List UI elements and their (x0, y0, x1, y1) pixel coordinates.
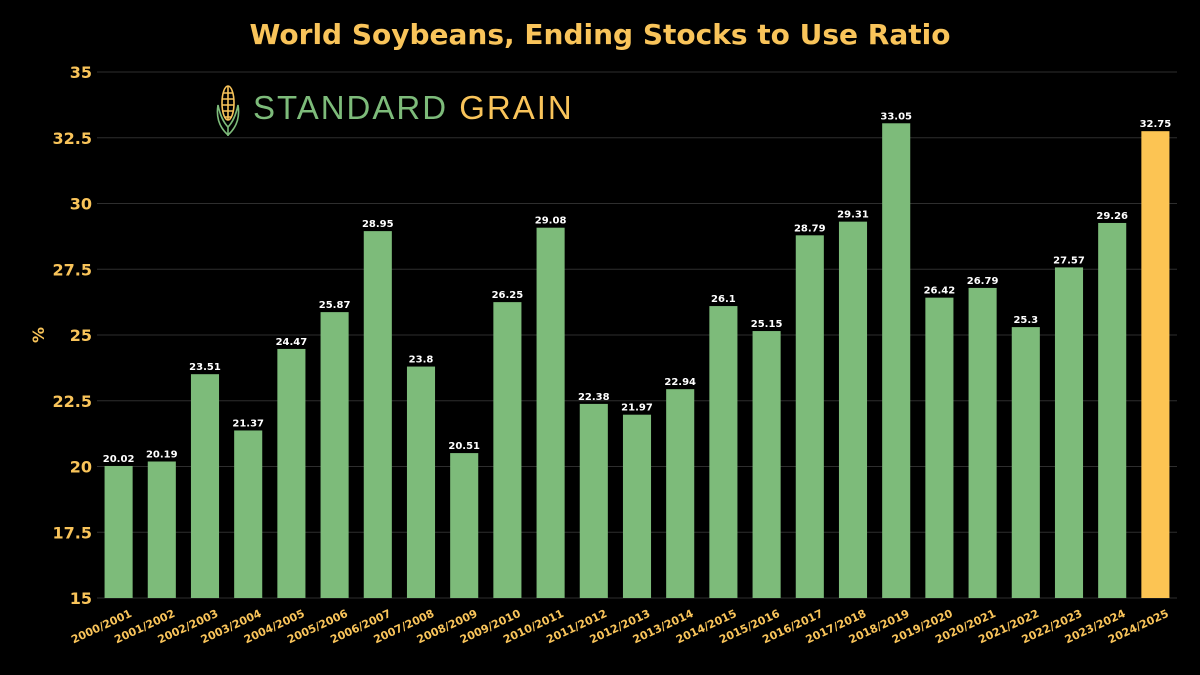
y-tick-label: 22.5 (53, 392, 92, 411)
bar (363, 231, 392, 599)
bar (320, 312, 349, 598)
bar (536, 227, 565, 599)
y-axis-ticks: 15 17.5 20 22.5 25 27.5 30 32.5 35 (53, 63, 92, 608)
data-label: 29.08 (535, 216, 567, 227)
bar (1098, 222, 1127, 598)
bar (493, 302, 522, 598)
bar (1011, 327, 1040, 598)
bar (1054, 267, 1084, 598)
data-label: 26.1 (711, 294, 736, 305)
data-label: 25.87 (319, 300, 351, 311)
bar (838, 221, 868, 598)
data-label: 20.19 (146, 450, 178, 461)
data-label: 23.8 (409, 355, 434, 366)
data-label: 22.94 (664, 377, 696, 388)
y-tick-label: 20 (70, 458, 92, 477)
data-label: 22.38 (578, 392, 610, 403)
bar (925, 297, 954, 598)
data-label: 21.37 (232, 418, 264, 429)
y-tick-label: 17.5 (53, 523, 92, 542)
bar (622, 414, 652, 598)
bar (406, 366, 436, 598)
data-label: 23.51 (189, 362, 221, 373)
bar (968, 287, 997, 598)
corn-icon (216, 85, 240, 136)
bar (234, 430, 263, 598)
data-label: 25.3 (1013, 315, 1038, 326)
y-tick-label: 35 (70, 63, 92, 82)
y-tick-label: 30 (70, 195, 92, 214)
bar (147, 461, 176, 598)
data-label: 24.47 (276, 337, 308, 348)
data-label: 29.26 (1096, 211, 1128, 222)
bar (795, 235, 824, 598)
data-label: 26.79 (967, 276, 999, 287)
bar (104, 465, 133, 598)
data-label: 28.79 (794, 223, 826, 234)
data-label: 33.05 (880, 111, 912, 122)
y-axis-label: % (29, 327, 48, 343)
brand-name: STANDARD GRAIN (253, 89, 574, 127)
chart-title: World Soybeans, Ending Stocks to Use Rat… (249, 18, 951, 51)
data-label: 21.97 (621, 403, 653, 414)
y-tick-label: 25 (70, 326, 92, 345)
data-label: 20.51 (448, 441, 480, 452)
brand-word-grain: GRAIN (459, 89, 574, 126)
y-tick-label: 15 (70, 589, 92, 608)
x-axis-ticks: 2000/20012001/20022002/20032003/20042004… (69, 607, 1170, 647)
bar (450, 453, 479, 598)
data-label: 26.42 (924, 286, 956, 297)
data-label: 20.02 (103, 454, 135, 465)
bar (1141, 131, 1170, 599)
bar (579, 403, 608, 598)
data-label: 25.15 (751, 319, 783, 330)
data-label: 29.31 (837, 210, 869, 221)
bar (882, 123, 911, 598)
y-tick-label: 32.5 (53, 129, 92, 148)
bar (190, 374, 220, 598)
bars (104, 123, 1170, 599)
bar (277, 348, 306, 598)
value-labels: 20.02 20.19 23.51 21.37 24.47 25.87 28.95 23.8 2… (103, 111, 1171, 465)
brand-logo: STANDARD GRAIN (215, 78, 574, 138)
bar (666, 389, 695, 598)
brand-word-standard: STANDARD (253, 89, 449, 126)
data-label: 26.25 (492, 290, 524, 301)
bar (709, 306, 738, 598)
y-tick-label: 27.5 (53, 260, 92, 279)
data-label: 28.95 (362, 219, 394, 230)
bar (752, 331, 781, 598)
data-label: 32.75 (1140, 119, 1172, 130)
data-label: 27.57 (1053, 255, 1085, 266)
